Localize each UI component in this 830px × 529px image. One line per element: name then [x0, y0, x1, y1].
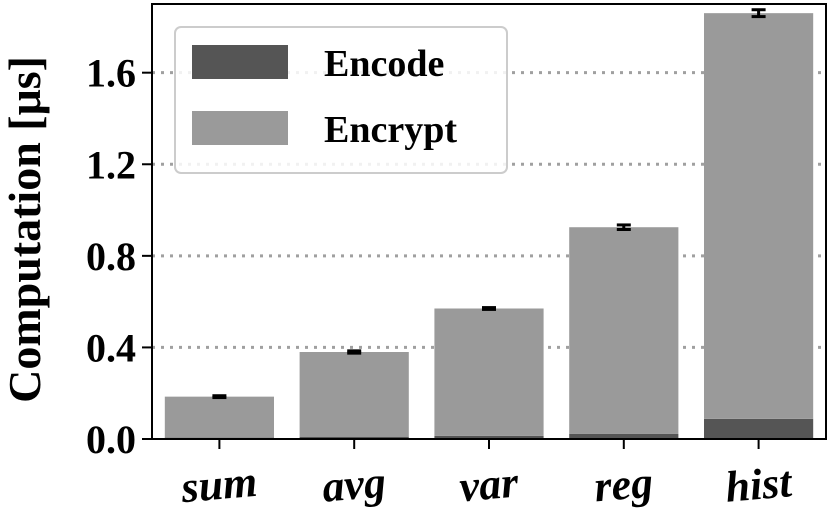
- bar-encode-hist: [704, 418, 814, 439]
- bar-encrypt-avg: [299, 352, 409, 437]
- legend-swatch-encode: [192, 45, 288, 79]
- x-tick-label-avg: avg: [320, 457, 388, 511]
- bar-encrypt-sum: [164, 396, 274, 438]
- bar-encode-reg: [569, 433, 679, 439]
- x-tick-label-var: var: [457, 457, 521, 511]
- bar-encrypt-reg: [569, 227, 679, 434]
- y-axis-title: Computation [μs]: [0, 56, 50, 403]
- bars: [164, 13, 814, 439]
- x-tick-label-sum: sum: [178, 457, 259, 513]
- bar-encrypt-hist: [704, 13, 814, 419]
- y-tick-label: 1.6: [86, 51, 136, 96]
- bar-encrypt-var: [434, 308, 544, 436]
- y-axis-ticks: 0.0 0.4 0.8 1.2 1.6: [86, 51, 152, 462]
- x-tick-label-reg: reg: [592, 458, 655, 512]
- y-tick-label: 0.4: [86, 325, 136, 370]
- legend-swatch-encrypt: [192, 111, 288, 145]
- y-tick-label: 0.0: [86, 417, 136, 462]
- y-tick-label: 0.8: [86, 234, 136, 279]
- legend-label-encrypt: Encrypt: [324, 109, 457, 151]
- legend: Encode Encrypt: [174, 26, 508, 174]
- legend-label-encode: Encode: [324, 43, 444, 85]
- bar-encode-avg: [299, 436, 409, 439]
- x-axis-ticks: sum avg var reg hist: [178, 439, 795, 512]
- x-tick-label-hist: hist: [723, 457, 795, 512]
- error-bars: [212, 8, 766, 400]
- bar-encode-var: [434, 435, 544, 439]
- y-tick-label: 1.2: [86, 142, 136, 187]
